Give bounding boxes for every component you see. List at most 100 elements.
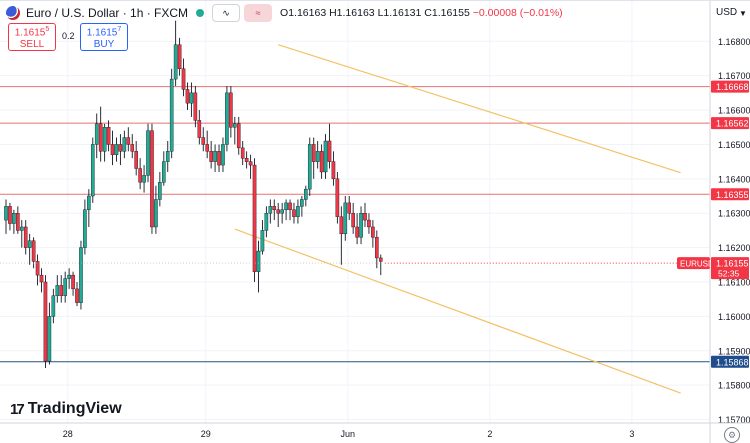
candle-down [347,202,352,214]
x-tick-label: 29 [201,429,211,439]
sell-label: SELL [19,38,45,50]
candle-down [130,144,135,152]
candle-up [19,226,24,231]
candle-up [142,175,146,183]
candle-down [98,123,103,152]
candle-down [236,123,241,149]
candle-up [114,144,119,155]
symbol-tag-bg [677,257,710,270]
candle-down [31,240,36,262]
candle-down [201,137,206,145]
candle-down [244,157,249,162]
level-price-label-bg [711,355,749,368]
tradingview-logo[interactable]: 17 TradingView [10,400,122,418]
grid-lines [0,0,710,423]
candle-down [335,178,340,217]
y-tick-label: 1.15900 [718,346,750,356]
level-price-label: 1.15868 [716,357,749,367]
candle-up [94,123,99,145]
candle-up [158,182,162,200]
candle-down [75,288,79,303]
candle-up [47,316,52,362]
chevron-down-icon[interactable]: ▼ [739,9,747,18]
candle-up [264,213,269,231]
y-tick-label: 1.16300 [718,209,750,219]
candle-down [339,216,344,235]
candle-up [67,274,71,279]
candle-down [288,202,292,210]
x-tick-label: 2 [487,429,492,439]
candle-up [27,240,32,248]
y-tick-label: 1.16200 [718,243,750,253]
y-tick-label: 1.16600 [718,106,750,116]
candle-down [311,144,316,162]
candle-down [355,226,359,238]
candle-down [272,206,277,210]
y-tick-label: 1.15800 [718,381,750,391]
chart-legend: Euro / U.S. Dollar · 1h · FXCM ∿ ≈ O1.16… [6,4,563,22]
sell-button[interactable]: 1.16155 SELL [8,23,56,51]
candle-down [205,144,209,152]
candle-up [63,278,67,296]
candle-up [315,151,320,162]
candle-down [378,257,383,262]
candle-up [90,144,95,197]
ohlc-high: H1.16163 [329,7,375,19]
y-tick-label: 1.16000 [718,312,750,322]
level-price-label-bg [711,188,749,201]
candle-up [51,295,56,317]
candle-down [319,151,324,173]
candle-up [146,130,150,176]
buy-price: 1.16157 [86,26,122,39]
candle-up [268,206,273,214]
candle-up [300,199,304,207]
candle-down [71,274,75,290]
x-tick-label: Jun [341,429,356,439]
candle-up [213,151,217,162]
candle-up [12,213,16,224]
candle-down [35,261,40,276]
candle-down [363,213,367,221]
candle-down [150,130,154,228]
candle-down [23,226,28,248]
candle-down [292,209,296,217]
y-tick-label: 1.16100 [718,278,750,288]
ohlc-low: L1.16131 [377,7,422,19]
candle-down [118,144,123,152]
currency-selector[interactable]: USD [716,7,738,18]
candle-down [375,237,379,259]
market-status-icon[interactable] [196,9,205,17]
candle-up [307,144,312,190]
indicator-toggle-button[interactable]: ≈ [244,4,273,22]
candle-up [296,206,300,217]
candle-up [87,195,91,210]
symbol-title[interactable]: Euro / U.S. Dollar · 1h · FXCM [26,6,189,20]
candle-up [55,285,60,296]
candle-up [79,247,83,303]
candle-down [209,151,213,162]
candle-down [134,151,138,169]
settings-gear-icon[interactable]: ⚙ [724,427,740,443]
candle-up [280,209,284,214]
candle-down [248,161,253,166]
candle-down [59,285,64,296]
spread-value: 0.2 [62,31,75,41]
x-tick-label: 28 [63,429,73,439]
candle-up [102,127,107,152]
channel-trend-line [234,228,681,394]
ohlc-close: C1.16155 [424,7,470,19]
candle-up [225,92,229,145]
candle-down [181,68,186,90]
candle-down [39,274,44,283]
buy-button[interactable]: 1.16157 BUY [80,23,128,51]
candle-up [221,144,225,166]
candle-down [276,209,281,214]
level-price-label-bg [711,117,749,130]
compare-waves-icon[interactable]: ∿ [212,4,241,22]
candle-down [43,281,48,362]
candle-down [8,206,12,224]
candle-up [343,202,348,235]
candle-down [16,213,20,231]
candle-up [169,78,174,152]
